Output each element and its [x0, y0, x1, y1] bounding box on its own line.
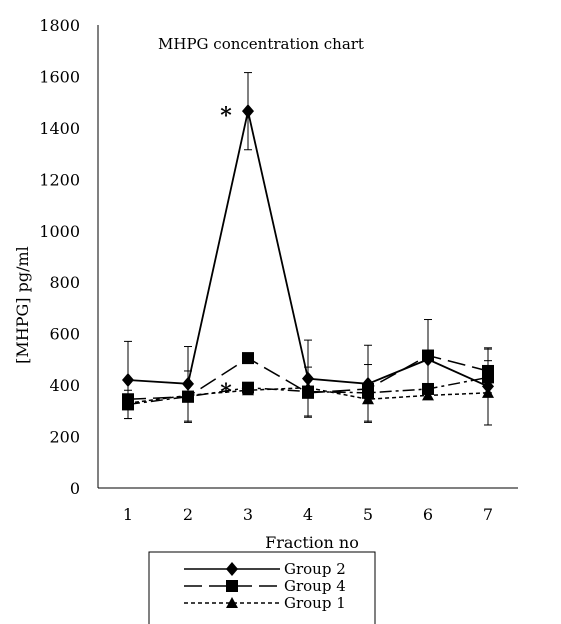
- x-tick-label: 1: [123, 505, 133, 524]
- legend-label: Group 4: [284, 577, 346, 595]
- y-tick-label: 0: [70, 479, 80, 498]
- data-point-square: [422, 349, 434, 362]
- legend-marker-square: [226, 580, 238, 592]
- x-tick-label: 6: [423, 505, 433, 524]
- y-tick-label: 1000: [39, 222, 80, 241]
- significance-marker: *: [220, 380, 232, 406]
- y-axis-label: [MHPG] pg/ml: [13, 246, 32, 364]
- x-tick-label: 2: [183, 505, 193, 524]
- data-point-diamond: [182, 376, 194, 391]
- data-point-diamond: [302, 371, 314, 386]
- data-point-square: [302, 385, 314, 398]
- x-tick-label: 3: [243, 505, 253, 524]
- chart-title: MHPG concentration chart: [158, 35, 364, 53]
- legend-marker-triangle: [226, 597, 238, 608]
- data-point-square: [422, 382, 434, 395]
- data-point-square: [182, 390, 194, 403]
- legend-label: Group 2: [284, 560, 346, 578]
- y-tick-label: 600: [49, 325, 80, 344]
- x-tick-label: 5: [363, 505, 373, 524]
- y-tick-label: 800: [49, 273, 80, 292]
- significance-marker: *: [220, 103, 232, 129]
- legend-label: Group 1: [284, 594, 346, 612]
- data-point-diamond: [242, 104, 254, 119]
- y-tick-label: 1800: [39, 16, 80, 35]
- y-tick-label: 1200: [39, 170, 80, 189]
- data-point-square: [122, 398, 134, 411]
- data-point-square: [482, 371, 494, 384]
- data-point-triangle: [482, 386, 494, 398]
- y-tick-label: 200: [49, 428, 80, 447]
- y-tick-label: 400: [49, 376, 80, 395]
- x-tick-label: 7: [483, 505, 493, 524]
- data-point-diamond: [122, 372, 134, 387]
- y-tick-label: 1400: [39, 119, 80, 138]
- data-point-square: [362, 386, 374, 399]
- x-axis-label: Fraction no: [265, 533, 359, 552]
- data-point-square: [242, 352, 254, 365]
- y-tick-label: 1600: [39, 67, 80, 86]
- x-tick-label: 4: [303, 505, 313, 524]
- data-point-square: [242, 381, 254, 394]
- legend-box: [148, 551, 376, 624]
- legend-marker-diamond: [226, 562, 238, 576]
